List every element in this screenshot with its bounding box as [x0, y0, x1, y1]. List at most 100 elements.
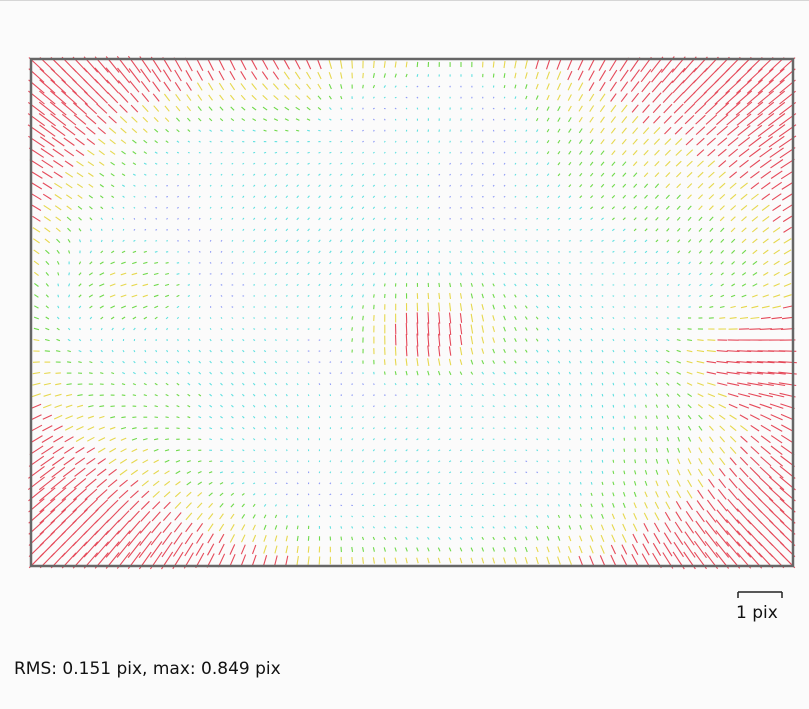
- residual-vector: [438, 382, 441, 386]
- residual-vector: [535, 283, 539, 287]
- residual-vector: [154, 382, 158, 386]
- residual-vector: [53, 171, 63, 178]
- residual-vector: [698, 414, 703, 420]
- residual-vector: [231, 250, 234, 253]
- residual-vector: [220, 415, 223, 419]
- residual-vector: [162, 69, 172, 82]
- residual-vector: [283, 71, 290, 80]
- residual-vector: [503, 504, 506, 507]
- residual-vector: [118, 500, 129, 511]
- residual-vector: [525, 460, 528, 463]
- residual-vector: [241, 503, 245, 508]
- residual-vector: [405, 427, 408, 430]
- residual-vector: [45, 316, 50, 320]
- residual-vector: [547, 416, 550, 419]
- residual-vector: [536, 471, 539, 474]
- residual-vector: [241, 482, 245, 485]
- residual-vector: [253, 228, 256, 232]
- residual-vector: [198, 382, 202, 386]
- residual-vector: [535, 106, 539, 111]
- residual-vector: [719, 425, 726, 432]
- residual-vector: [263, 206, 267, 210]
- residual-vector: [655, 426, 658, 431]
- residual-vector: [372, 184, 376, 187]
- residual-vector: [208, 118, 213, 122]
- residual-vector: [50, 79, 67, 94]
- residual-vector: [579, 284, 582, 286]
- residual-vector: [219, 118, 224, 122]
- residual-vector: [220, 338, 223, 342]
- residual-vector: [471, 228, 473, 231]
- residual-vector: [263, 426, 267, 430]
- residual-vector: [274, 404, 277, 408]
- residual-vector: [176, 316, 180, 320]
- residual-vector: [589, 535, 594, 542]
- residual-vector: [653, 532, 661, 544]
- residual-vector: [39, 68, 56, 83]
- residual-vector: [361, 184, 365, 187]
- residual-vector: [568, 316, 572, 320]
- residual-vector: [590, 217, 594, 221]
- residual-vector: [362, 129, 364, 132]
- residual-vector: [762, 294, 769, 298]
- residual-vector: [634, 437, 636, 441]
- residual-vector: [709, 261, 713, 265]
- residual-vector: [207, 58, 215, 71]
- residual-vector: [437, 370, 441, 376]
- residual-vector: [187, 349, 190, 353]
- residual-vector: [32, 227, 41, 233]
- residual-vector: [263, 173, 267, 176]
- residual-vector: [329, 383, 332, 386]
- residual-vector: [676, 349, 681, 353]
- residual-vector: [579, 184, 583, 188]
- residual-vector: [688, 261, 691, 265]
- residual-vector: [634, 360, 637, 364]
- residual-vector: [677, 436, 681, 442]
- residual-vector: [735, 90, 753, 105]
- residual-vector: [503, 118, 506, 121]
- residual-vector: [186, 117, 191, 122]
- residual-vector: [41, 171, 53, 179]
- residual-vector: [351, 294, 354, 298]
- residual-vector: [416, 493, 419, 496]
- residual-vector: [285, 471, 288, 474]
- residual-vector: [62, 477, 77, 490]
- residual-vector: [726, 530, 741, 547]
- residual-vector: [65, 194, 73, 200]
- residual-vector: [296, 239, 299, 243]
- residual-vector: [231, 306, 234, 308]
- residual-vector: [30, 424, 43, 432]
- residual-vector: [459, 303, 463, 311]
- residual-vector: [141, 105, 149, 113]
- residual-vector: [340, 460, 343, 463]
- residual-vector: [231, 427, 234, 430]
- residual-vector: [643, 138, 649, 145]
- residual-vector: [579, 360, 582, 364]
- residual-vector: [296, 195, 299, 199]
- residual-vector: [263, 118, 268, 121]
- residual-vector: [45, 272, 50, 276]
- residual-vector: [620, 554, 628, 567]
- residual-vector: [503, 360, 506, 364]
- residual-vector: [708, 414, 715, 420]
- residual-vector: [274, 162, 278, 165]
- residual-vector: [448, 371, 452, 376]
- residual-vector: [663, 115, 672, 124]
- residual-vector: [619, 69, 629, 82]
- residual-vector: [209, 360, 212, 364]
- residual-vector: [120, 139, 127, 144]
- residual-vector: [285, 239, 289, 243]
- residual-vector: [394, 140, 397, 143]
- residual-vector: [198, 250, 201, 253]
- residual-vector: [601, 492, 604, 497]
- residual-vector: [73, 477, 87, 489]
- residual-vector: [707, 339, 716, 341]
- residual-vector: [262, 83, 269, 90]
- residual-vector: [671, 67, 686, 84]
- residual-vector: [164, 117, 170, 122]
- residual-vector: [654, 183, 660, 189]
- residual-vector: [448, 382, 452, 386]
- residual-vector: [263, 250, 267, 254]
- residual-vector: [274, 217, 278, 221]
- residual-vector: [296, 525, 299, 530]
